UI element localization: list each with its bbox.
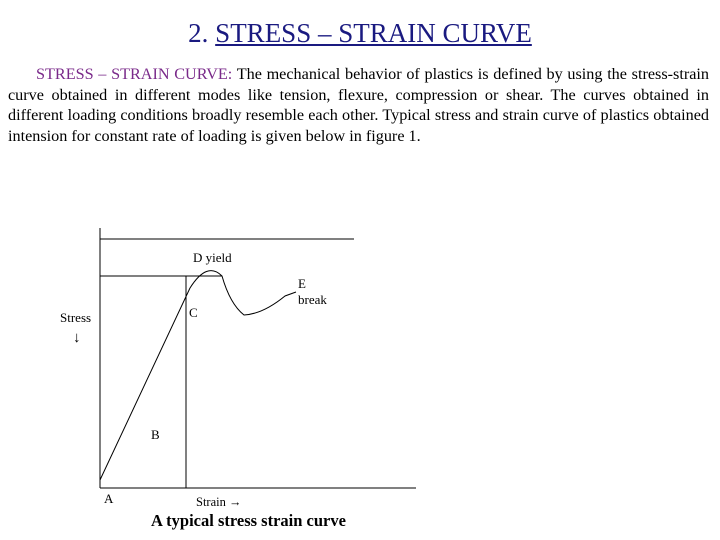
title-number: 2. [188, 18, 209, 48]
label-d-yield: D yield [193, 250, 232, 265]
label-c: C [189, 305, 198, 320]
stress-strain-curve [99, 270, 297, 481]
paragraph-text: The mechanical behavior of plastics is d… [8, 65, 709, 145]
label-stress: Stress [60, 310, 91, 325]
figure-caption: A typical stress strain curve [151, 511, 346, 530]
title-text[interactable]: STRESS – STRAIN CURVE [215, 18, 532, 48]
label-e-break: break [298, 292, 327, 307]
label-strain: Strain → [196, 495, 241, 509]
paragraph-heading: STRESS – STRAIN CURVE: [36, 65, 233, 83]
label-b: B [151, 427, 160, 442]
label-a: A [104, 491, 114, 506]
slide-title: 2. STRESS – STRAIN CURVE [0, 20, 720, 47]
body-paragraph: STRESS – STRAIN CURVE: The mechanical be… [8, 64, 709, 146]
stress-arrow: ↓ [73, 330, 81, 346]
label-e: E [298, 276, 306, 291]
